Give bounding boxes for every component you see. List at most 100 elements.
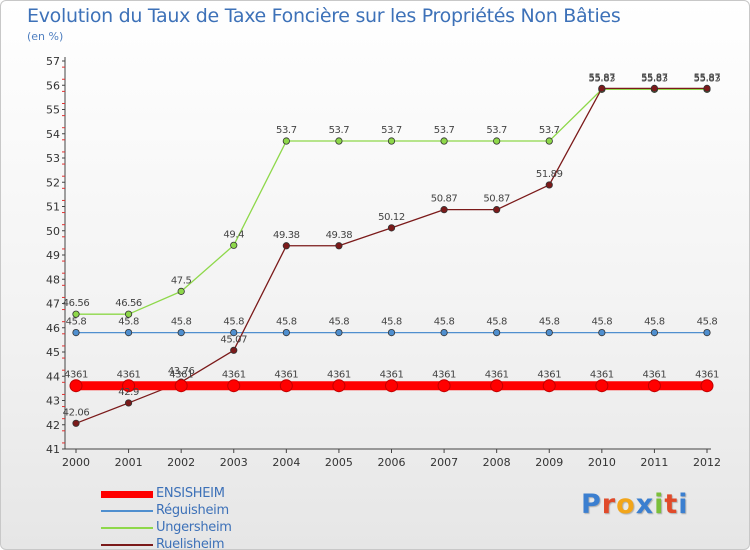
- data-point: [545, 181, 553, 189]
- x-tick-label: 2002: [167, 456, 195, 469]
- data-point: [493, 137, 501, 145]
- logo-letter: P: [581, 489, 602, 520]
- data-point: [227, 379, 241, 393]
- data-label: 55.83: [589, 73, 616, 84]
- data-point: [385, 379, 398, 393]
- data-label: 4361: [380, 370, 404, 381]
- x-tick-label: 2010: [588, 456, 616, 469]
- data-point: [335, 242, 343, 250]
- y-tick-label: 46: [46, 322, 60, 335]
- legend-label: Ruelisheim: [156, 537, 225, 550]
- data-label: 45.8: [644, 317, 665, 328]
- data-label: 53.7: [329, 125, 350, 136]
- data-label: 50.87: [483, 194, 510, 205]
- x-tick-label: 2007: [430, 456, 458, 469]
- y-tick-label: 55: [46, 104, 60, 117]
- data-point: [72, 419, 80, 427]
- data-point: [490, 379, 504, 393]
- data-label: 43.76: [168, 366, 195, 377]
- data-label: 53.7: [434, 125, 455, 136]
- x-tick-label: 2012: [693, 456, 721, 469]
- data-label: 4361: [117, 370, 141, 381]
- y-tick-label: 42: [46, 419, 60, 432]
- data-point: [545, 328, 553, 337]
- data-label: 49.38: [273, 230, 300, 241]
- data-label: 46.56: [63, 298, 90, 309]
- data-label: 55.87: [641, 72, 668, 83]
- data-point: [595, 379, 609, 393]
- data-point: [437, 379, 451, 393]
- data-label: 55.83: [694, 73, 721, 84]
- data-label: 4361: [695, 370, 719, 381]
- x-tick-label: 2008: [483, 456, 511, 469]
- y-tick-label: 43: [46, 395, 60, 408]
- logo-letter: i: [678, 489, 689, 520]
- data-point: [282, 328, 290, 337]
- x-tick-label: 2003: [220, 456, 248, 469]
- data-label: 55.83: [641, 73, 668, 84]
- data-label: 50.12: [378, 212, 405, 223]
- y-tick-label: 56: [46, 79, 60, 92]
- data-point: [174, 379, 188, 393]
- data-point: [72, 310, 80, 318]
- data-label: 49.4: [223, 229, 244, 240]
- data-point: [230, 328, 238, 337]
- x-tick-label: 2000: [62, 456, 90, 469]
- data-label: 45.8: [591, 317, 612, 328]
- data-label: 42.06: [63, 407, 90, 418]
- y-tick-label: 44: [46, 370, 60, 383]
- data-point: [177, 328, 185, 337]
- data-label: 45.8: [539, 317, 560, 328]
- data-point: [542, 379, 556, 393]
- data-point: [335, 328, 343, 337]
- data-label: 45.8: [697, 317, 718, 328]
- data-label: 4361: [432, 370, 456, 381]
- data-point: [598, 328, 606, 337]
- legend-label: ENSISHEIM: [156, 486, 225, 501]
- data-label: 4361: [64, 370, 88, 381]
- data-label: 4361: [274, 370, 298, 381]
- data-label: 53.7: [381, 125, 402, 136]
- x-tick-label: 2001: [115, 456, 143, 469]
- data-label: 45.8: [276, 317, 297, 328]
- data-point: [124, 310, 133, 318]
- legend-swatch: [101, 544, 153, 546]
- data-point: [440, 328, 448, 337]
- logo-letter: i: [654, 489, 665, 520]
- y-tick-label: 41: [46, 443, 60, 456]
- data-label: 4361: [485, 370, 509, 381]
- data-point: [440, 206, 448, 214]
- y-tick-label: 53: [46, 152, 60, 165]
- logo-letter: x: [635, 489, 655, 520]
- data-label: 45.8: [434, 317, 455, 328]
- legend-swatch: [101, 527, 153, 529]
- data-point: [493, 206, 501, 214]
- data-point: [230, 346, 238, 354]
- data-label: 53.7: [276, 125, 297, 136]
- data-label: 45.8: [329, 317, 350, 328]
- legend-item-ruelisheim: Ruelisheim: [101, 537, 301, 550]
- data-label: 45.07: [220, 334, 247, 345]
- data-point: [282, 137, 290, 145]
- data-label: 55.87: [589, 72, 616, 83]
- data-point: [230, 241, 238, 249]
- data-point: [598, 84, 606, 93]
- data-label: 45.8: [66, 317, 87, 328]
- data-label: 53.7: [486, 125, 507, 136]
- data-point: [650, 328, 659, 337]
- logo-letter: o: [616, 489, 636, 520]
- data-point: [279, 379, 293, 393]
- y-tick-label: 52: [46, 176, 60, 189]
- logo-letter: t: [664, 489, 679, 520]
- data-label: 55.87: [694, 72, 721, 83]
- y-tick-label: 45: [46, 346, 60, 359]
- data-label: 50.87: [431, 194, 458, 205]
- data-point: [69, 379, 83, 393]
- data-point: [124, 399, 133, 407]
- y-tick-label: 47: [46, 298, 60, 311]
- data-point: [703, 84, 711, 93]
- data-label: 4361: [169, 370, 193, 381]
- data-point: [700, 379, 714, 393]
